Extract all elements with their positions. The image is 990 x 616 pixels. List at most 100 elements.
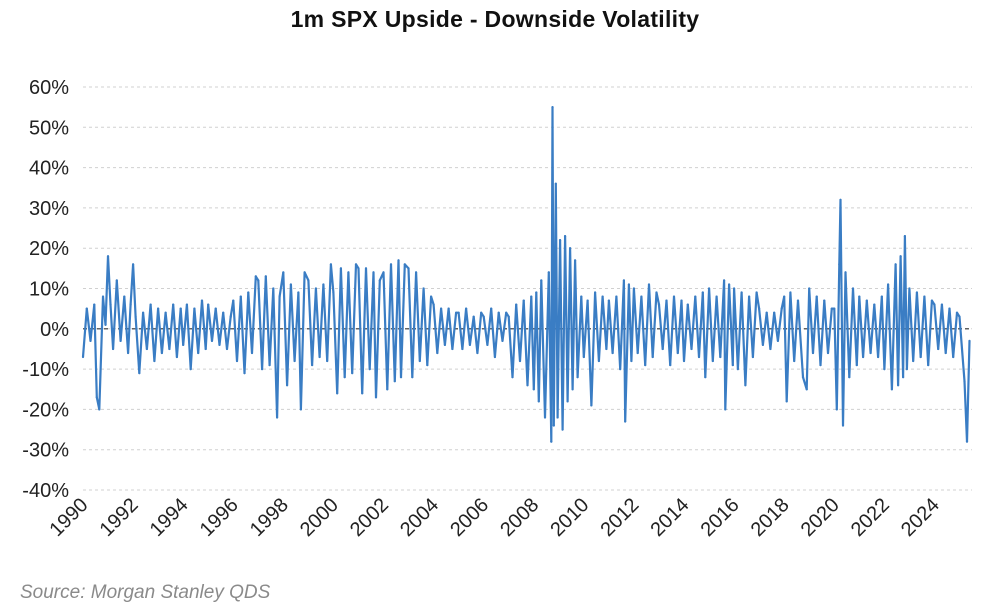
data-point <box>440 307 443 310</box>
x-tick-label: 2010 <box>546 494 593 541</box>
data-point <box>293 359 296 363</box>
data-point <box>272 287 275 290</box>
y-tick-label: -30% <box>22 440 69 462</box>
data-point <box>615 295 618 298</box>
data-point <box>486 343 489 347</box>
x-tick-label: 2006 <box>446 494 493 541</box>
x-tick-label: 2014 <box>647 494 694 541</box>
x-tick-label: 2000 <box>296 494 343 541</box>
data-point <box>235 359 239 363</box>
data-point <box>558 239 562 242</box>
x-tick-label: 1996 <box>196 494 243 541</box>
data-point <box>619 368 622 371</box>
data-point <box>106 255 110 258</box>
data-point <box>665 299 668 302</box>
data-point <box>418 359 421 363</box>
data-point <box>532 388 535 391</box>
data-point <box>361 392 364 395</box>
data-point <box>104 323 107 326</box>
data-point <box>601 295 604 298</box>
data-point <box>329 263 333 266</box>
data-point <box>582 355 585 359</box>
data-point <box>289 283 292 286</box>
data-point <box>399 376 403 379</box>
x-tick-label: 1994 <box>146 494 193 541</box>
data-point <box>374 396 378 399</box>
data-point <box>168 347 171 351</box>
data-point <box>175 355 179 359</box>
data-point <box>264 275 267 278</box>
data-point <box>138 372 141 375</box>
data-point <box>905 368 908 371</box>
data-point <box>172 303 175 306</box>
data-point <box>607 299 610 302</box>
series-line <box>81 106 971 443</box>
data-point <box>85 307 88 310</box>
data-point <box>869 351 872 355</box>
y-tick-label: 20% <box>29 238 69 260</box>
data-point <box>833 307 836 310</box>
data-point <box>661 347 664 351</box>
data-point <box>758 307 761 310</box>
data-point <box>676 351 679 355</box>
data-point <box>543 416 547 419</box>
data-point <box>354 263 358 266</box>
grid-lines <box>83 86 972 491</box>
data-point <box>769 347 772 351</box>
data-point <box>682 359 686 363</box>
data-point <box>297 291 300 294</box>
data-point <box>586 299 589 302</box>
data-point <box>590 404 593 407</box>
y-tick-label: -10% <box>22 359 69 381</box>
data-point <box>890 388 893 391</box>
data-point <box>622 279 626 282</box>
data-point <box>651 355 654 359</box>
data-point <box>476 351 479 355</box>
data-point <box>835 408 838 411</box>
data-point <box>129 303 132 306</box>
data-point <box>855 363 858 367</box>
data-point <box>225 347 229 351</box>
data-point <box>968 339 971 342</box>
data-point <box>522 299 525 302</box>
data-point <box>101 295 105 298</box>
x-tick-label: 2002 <box>346 494 393 541</box>
data-point <box>605 347 608 351</box>
data-point <box>540 279 543 282</box>
data-point <box>126 351 130 355</box>
data-point <box>751 355 754 359</box>
data-point <box>497 311 500 314</box>
data-point <box>815 295 818 298</box>
data-point <box>318 355 321 359</box>
x-tick-label: 1998 <box>246 494 293 541</box>
data-point <box>627 283 631 286</box>
data-point <box>260 368 264 371</box>
data-point <box>894 263 897 266</box>
data-point <box>254 275 257 278</box>
data-point <box>887 283 890 286</box>
data-point <box>736 368 739 371</box>
data-point <box>347 271 350 274</box>
data-point <box>257 279 260 282</box>
y-tick-label: 40% <box>29 158 69 180</box>
data-point <box>844 271 847 274</box>
data-point <box>740 291 743 294</box>
data-point <box>451 347 454 351</box>
data-point <box>960 347 964 351</box>
data-point <box>776 339 780 342</box>
data-point <box>923 295 926 298</box>
data-point <box>830 307 833 310</box>
data-point <box>858 295 861 298</box>
data-point <box>903 235 906 238</box>
data-point <box>490 307 493 310</box>
data-point <box>378 279 381 282</box>
data-point <box>111 347 115 351</box>
data-point <box>372 271 375 274</box>
data-point <box>690 347 693 351</box>
data-point <box>773 311 776 314</box>
x-tick-label: 2024 <box>897 494 944 541</box>
data-point <box>580 295 583 298</box>
data-point <box>222 311 225 314</box>
data-point <box>594 291 597 294</box>
data-point <box>89 339 92 342</box>
